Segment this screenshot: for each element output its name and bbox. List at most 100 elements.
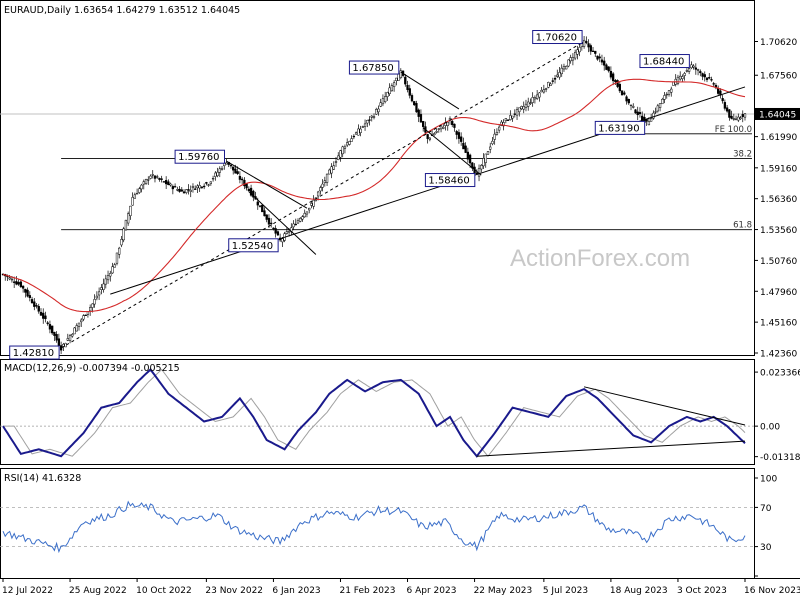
candle-body [728, 109, 731, 118]
candle-body [120, 239, 123, 246]
candle-body [701, 73, 704, 77]
candle-body [504, 118, 508, 121]
candle-body [276, 231, 280, 236]
candle-body [39, 311, 43, 316]
candle-body [442, 126, 445, 129]
candle-body [638, 112, 642, 115]
candle-body [281, 238, 284, 243]
price-annotation-box [594, 120, 646, 135]
candle-body [129, 205, 132, 217]
candle-body [712, 83, 715, 85]
price-axis-label: 1.67560 [760, 72, 797, 82]
candle-body [149, 175, 152, 179]
candle-body [547, 82, 550, 88]
candle-body [84, 314, 87, 316]
candle-body [77, 322, 81, 327]
candle-body [294, 223, 297, 226]
candle-body [464, 145, 467, 153]
candle-body [267, 217, 271, 225]
candle-body [676, 76, 680, 84]
candle-body [104, 278, 107, 285]
candle-body [346, 142, 349, 146]
candle-body [576, 49, 579, 55]
candle-body [13, 281, 16, 283]
candle-body [533, 97, 537, 100]
rsi-panel-title: RSI(14) 41.6328 [4, 473, 81, 484]
candle-body [359, 128, 362, 133]
candle-body [652, 112, 655, 119]
macd-axis-label: 0.023366 [760, 369, 800, 379]
candle-body [594, 50, 597, 54]
candle-body [468, 154, 472, 164]
price-annotation-label: 1.63190 [598, 123, 639, 134]
candle-body [573, 51, 577, 59]
candle-body [37, 306, 40, 312]
price-panel-title: EURAUD,Daily 1.63654 1.64279 1.63512 1.6… [4, 5, 240, 16]
candle-body [263, 210, 266, 217]
candle-body [498, 126, 501, 131]
macd-axis-label: -0.013186 [760, 453, 800, 463]
candle-body [571, 57, 575, 61]
rsi-axis-label: 70 [760, 504, 772, 514]
candle-body [182, 191, 186, 194]
candle-body [502, 122, 505, 127]
price-annotation-box [348, 60, 400, 75]
candle-body [654, 111, 657, 113]
candle-body [343, 146, 347, 149]
candle-body [24, 288, 27, 293]
candle-body [28, 295, 31, 298]
candle-body [600, 59, 604, 63]
candle-body [10, 278, 14, 281]
candle-body [404, 76, 407, 85]
rsi-layer [0, 500, 755, 554]
candle-body [522, 106, 525, 110]
candle-body [368, 119, 371, 121]
candle-body [247, 188, 250, 192]
x-axis-label: 25 Aug 2022 [69, 586, 127, 596]
candle-body [26, 289, 29, 297]
candle-body [460, 136, 463, 142]
candle-body [363, 123, 367, 127]
candle-body [292, 223, 295, 228]
candle-body [661, 99, 664, 105]
watermark: ActionForex.com [510, 245, 690, 272]
candle-body [51, 325, 54, 334]
candle-body [109, 273, 112, 277]
rsi-axis-label: 30 [760, 543, 772, 553]
candle-body [558, 72, 561, 78]
rsi-axis-label: 100 [760, 475, 777, 485]
candle-body [64, 342, 67, 348]
candle-body [131, 197, 134, 206]
candle-body [513, 113, 516, 115]
candle-body [681, 76, 684, 80]
candle-body [42, 312, 45, 319]
candle-body [17, 282, 20, 285]
candle-body [531, 97, 534, 103]
candle-body [451, 120, 454, 126]
candle-body [415, 103, 418, 113]
candle-body [679, 75, 682, 80]
candle-body [100, 287, 103, 290]
candle-body [536, 94, 539, 99]
macd-axis-label: 0.00 [760, 423, 780, 433]
candle-body [377, 108, 380, 113]
channel-trendline [226, 160, 308, 209]
candle-body [500, 121, 503, 126]
candle-body [361, 126, 364, 128]
price-annotation-box [532, 30, 583, 45]
candle-body [142, 181, 145, 185]
candle-body [261, 204, 264, 213]
macd-line [2, 367, 746, 458]
candle-body [229, 164, 233, 167]
candle-body [370, 115, 373, 118]
candle-body [656, 105, 659, 112]
candle-body [439, 125, 443, 130]
candle-body [634, 109, 637, 114]
price-panel-frame [0, 0, 755, 356]
candle-body [296, 220, 300, 224]
candle-body [189, 189, 192, 192]
candle-body [663, 95, 666, 100]
candle-body [299, 218, 302, 222]
candle-body [413, 101, 416, 106]
candle-body [339, 150, 342, 158]
